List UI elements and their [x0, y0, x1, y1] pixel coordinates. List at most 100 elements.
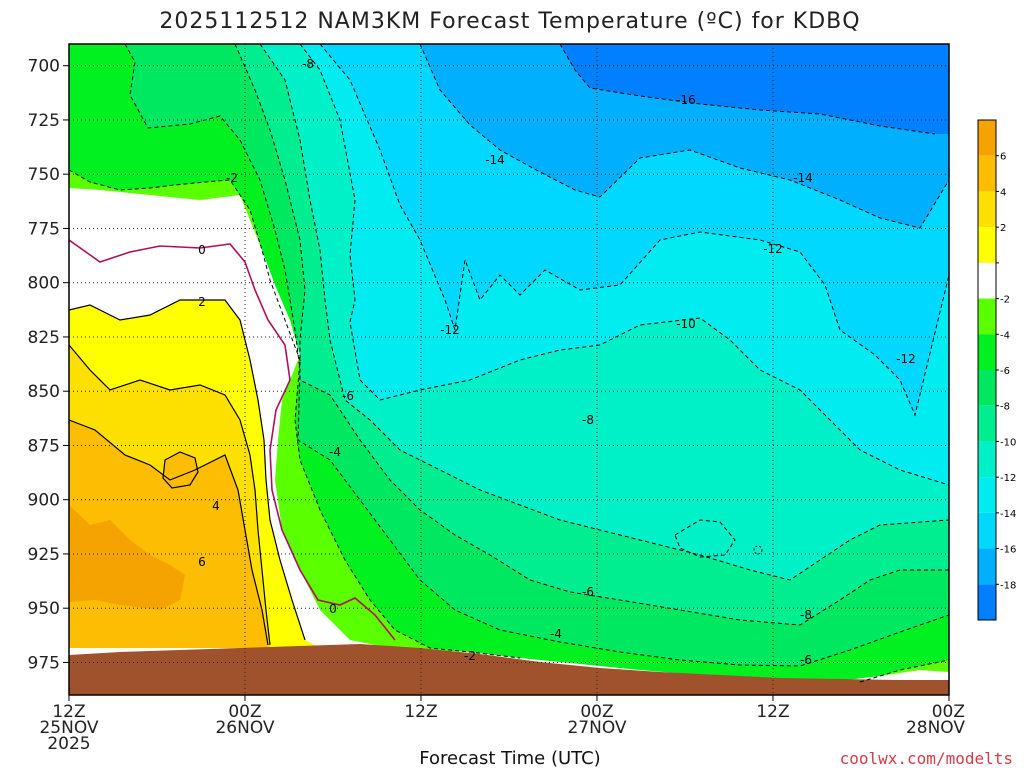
colorbar-swatch [978, 120, 996, 156]
x-tick-label: 00Z [228, 702, 261, 722]
contour-minus-10-pocket-small [753, 545, 763, 555]
cold-pocket [675, 520, 735, 557]
colorbar-swatch [978, 155, 996, 192]
colorbar-label: -16 [1000, 545, 1016, 556]
contour-minus-2 [69, 169, 521, 659]
contour-label: 4 [212, 499, 220, 513]
colorbar-label: 6 [1000, 152, 1006, 163]
colorbar-label: -2 [1000, 295, 1010, 306]
contour-label: -6 [342, 389, 354, 403]
colorbar-swatch [978, 441, 996, 478]
x-tick-label: 2025 [47, 734, 90, 754]
contour-label: -4 [329, 445, 341, 459]
chart-title: 2025112512 NAM3KM Forecast Temperature (… [159, 9, 860, 34]
colorbar-swatch [978, 227, 996, 263]
x-tick-label: 26NOV [215, 718, 274, 738]
colorbar-label: -10 [1000, 437, 1016, 448]
x-tick-label: 12Z [756, 702, 789, 722]
x-tick-label: 28NOV [906, 718, 965, 738]
contour-zero [69, 239, 396, 641]
x-tick-label: 00Z [932, 702, 965, 722]
contour-minus-16 [559, 44, 936, 135]
colorbar-label: 4 [1000, 187, 1006, 198]
x-tick-label: 27NOV [567, 718, 626, 738]
colorbar-label: -14 [1000, 509, 1016, 520]
y-tick-label: 925 [28, 545, 60, 565]
colorbar-label: 2 [1000, 223, 1006, 234]
contour-label: -8 [800, 608, 812, 622]
contour-six [69, 419, 269, 646]
colorbar: 6 4 2 -2 -4 -6 -8 -10 -12 -14 -16 -18 [977, 119, 1016, 621]
colorbar-swatch [978, 334, 996, 370]
y-tick-label: 750 [28, 165, 60, 185]
band-six-to-eight [69, 505, 185, 610]
contour-label: -12 [896, 352, 916, 366]
x-tick-label: 00Z [580, 702, 613, 722]
contour-label: -2 [464, 649, 476, 663]
contour-labels: -2 0 2 4 6 0 -2 -4 -6 -6 -8 -4 -6 -8 -10 -12 -12 -12 -14 -1… [198, 57, 916, 667]
band-minus-2 [69, 188, 949, 695]
contour-minus-10 [299, 44, 949, 486]
contour-label: -4 [550, 627, 562, 641]
contour-minus-8 [259, 44, 949, 581]
colorbar-label: -4 [1000, 330, 1010, 341]
contour-label: -14 [485, 153, 505, 167]
contour-label: -16 [676, 93, 696, 107]
contour-label: -12 [440, 323, 460, 337]
contour-label: -10 [676, 317, 696, 331]
x-axis-title: Forecast Time (UTC) [419, 748, 600, 768]
y-tick-label: 875 [28, 436, 60, 456]
contour-label: 0 [329, 602, 337, 616]
contour-minus-10-pocket [674, 519, 736, 558]
contour-label: -6 [800, 653, 812, 667]
colorbar-swatch [978, 584, 996, 620]
y-tick-label: 700 [28, 57, 60, 77]
grid-lines [69, 44, 949, 695]
contour-label: 0 [198, 243, 206, 257]
contour-label: -6 [582, 585, 594, 599]
contour-label: -2 [226, 171, 238, 185]
y-axis: 700 725 750 775 800 825 850 875 900 925 950 975 [28, 57, 69, 673]
contour-label: -8 [582, 413, 594, 427]
contour-minus-6 [234, 44, 949, 626]
colorbar-swatch [978, 191, 996, 228]
plot-area [69, 44, 949, 695]
colorbar-label: -8 [1000, 402, 1010, 413]
colorbar-swatch [978, 477, 996, 513]
contour-minus-12 [319, 44, 949, 417]
contour-four-pocket [162, 451, 199, 489]
y-tick-label: 950 [28, 599, 60, 619]
contour-minus-14 [419, 44, 949, 229]
contour-label: -8 [302, 57, 314, 71]
y-tick-label: 825 [28, 328, 60, 348]
y-tick-label: 725 [28, 111, 60, 131]
contour-label: 6 [198, 555, 206, 569]
colorbar-swatch [978, 262, 996, 299]
terrain-surface [69, 644, 949, 695]
colorbar-swatch [978, 512, 996, 549]
contour-four [69, 344, 271, 646]
colorbar-label: -6 [1000, 366, 1010, 377]
plot-frame [68, 43, 950, 696]
contour-label: -14 [793, 171, 813, 185]
y-tick-label: 850 [28, 382, 60, 402]
contour-minus-4 [124, 44, 949, 667]
y-tick-label: 900 [28, 491, 60, 511]
colorbar-swatch [978, 405, 996, 442]
x-tick-label: 12Z [404, 702, 437, 722]
x-tick-label: 25NOV [39, 718, 98, 738]
colorbar-swatch [978, 548, 996, 585]
watermark-link[interactable]: coolwx.com/modelts [840, 749, 1013, 768]
colorbar-swatch [978, 370, 996, 406]
y-tick-label: 775 [28, 219, 60, 239]
contour-label: 2 [198, 295, 206, 309]
y-tick-label: 800 [28, 274, 60, 294]
x-tick-label: 12Z [52, 702, 85, 722]
contour-label: -12 [763, 242, 783, 256]
colorbar-swatch [978, 298, 996, 335]
y-tick-label: 975 [28, 653, 60, 673]
colorbar-label: -12 [1000, 473, 1016, 484]
colorbar-label: -18 [1000, 580, 1016, 591]
